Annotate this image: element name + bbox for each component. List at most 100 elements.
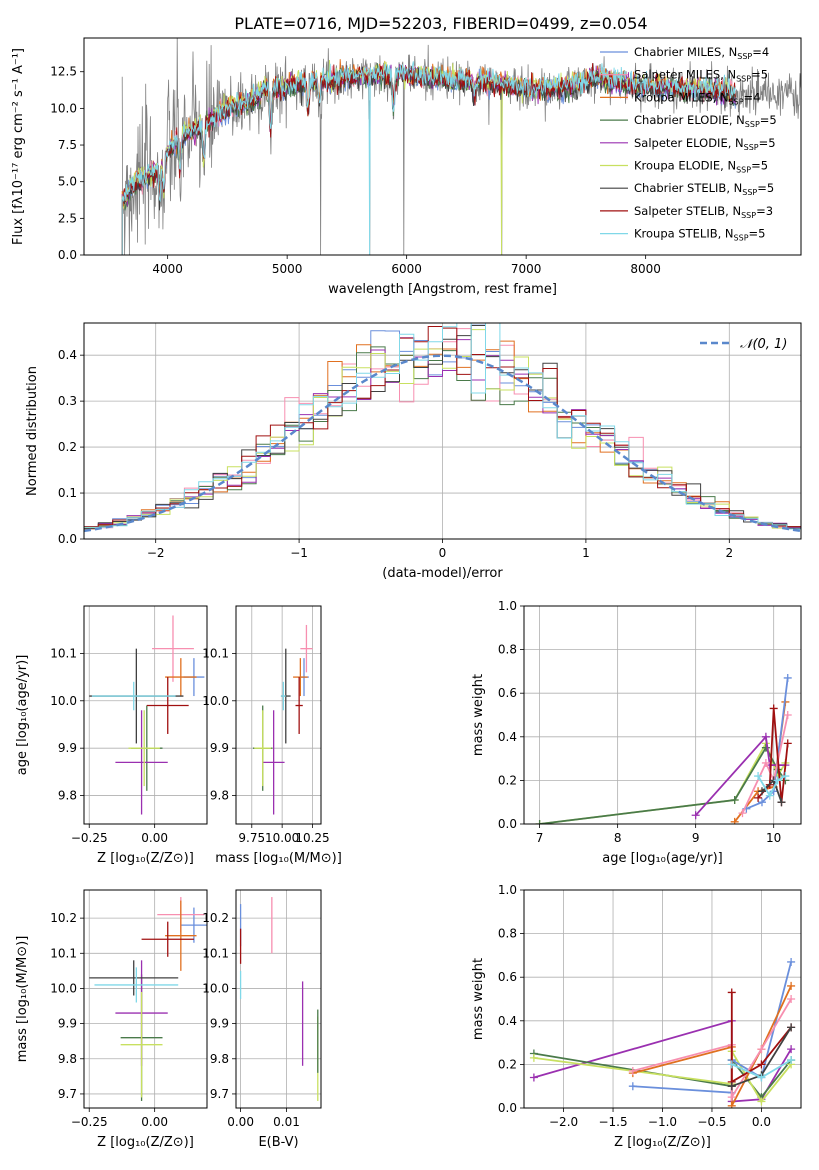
weight-point-marker: [628, 1082, 637, 1091]
weight-point-marker: [727, 1060, 736, 1069]
x-axis-label: Z [log₁₀(Z/Z⊙)]: [97, 851, 194, 866]
y-tick-label: 0.0: [58, 248, 77, 262]
y-tick-label: 0.0: [498, 817, 517, 831]
plot-frame: [83, 889, 208, 1109]
y-tick-label: 9.9: [210, 1017, 229, 1031]
residuals-panel: −2 −1 0 1 2 0.0 0.1 0.2 0.3 0.4 (data-model)/error…: [25, 322, 802, 581]
residuals-plot-area: [84, 323, 801, 533]
y-tick-label: 10.0: [50, 694, 77, 708]
weight-vs-age-plot-area: [535, 673, 792, 824]
weight-point-marker: [783, 673, 792, 682]
weight-vs-age-panel: 7 8 9 10 0.0 0.2 0.4 0.6 0.8 1.0 age [log₁₀(age/yr…: [471, 599, 802, 866]
y-tick-label: 0.8: [498, 927, 517, 941]
y-tick-label: 9.9: [58, 1017, 77, 1031]
histogram-step-line: [84, 323, 801, 531]
legend-label: Salpeter ELODIE, NSSP=5: [634, 136, 776, 152]
plot-frame: [523, 605, 802, 825]
weight-point-marker: [787, 1045, 796, 1054]
weight-point-marker: [628, 1066, 637, 1075]
y-tick-label: 10.2: [50, 911, 77, 925]
x-tick-label: −2: [147, 546, 165, 560]
x-tick-label: −1: [290, 546, 308, 560]
y-tick-label: 10.0: [202, 981, 229, 995]
x-tick-label: 7: [536, 831, 544, 845]
x-tick-label: 0.01: [273, 1115, 300, 1129]
spectrum-plot-area: [121, 38, 801, 255]
age-vs-mass-plot-area: [253, 624, 313, 815]
plot-frame: [523, 889, 802, 1109]
x-tick-label: −0.5: [697, 1115, 726, 1129]
legend-label: Chabrier STELIB, NSSP=5: [634, 181, 774, 197]
y-tick-label: 10.0: [50, 101, 77, 115]
x-tick-label: −0.25: [71, 831, 108, 845]
y-tick-label: 0.0: [58, 532, 77, 546]
y-tick-label: 10.0: [202, 694, 229, 708]
legend-label: Chabrier ELODIE, NSSP=5: [634, 113, 777, 129]
x-tick-label: −1.0: [648, 1115, 677, 1129]
y-tick-label: 9.9: [58, 741, 77, 755]
y-tick-label: 0.2: [498, 773, 517, 787]
x-axis-label: Z [log₁₀(Z/Z⊙)]: [614, 1135, 711, 1150]
plot-frame: [235, 889, 322, 1109]
y-tick-label: 0.6: [498, 686, 517, 700]
weight-vs-Z-plot-area: [529, 957, 796, 1108]
weight-point-marker: [727, 1101, 736, 1108]
y-axis-label: Normed distribution: [25, 366, 40, 496]
y-tick-label: 1.0: [498, 883, 517, 897]
weight-series-line: [746, 677, 789, 810]
y-tick-label: 10.0: [50, 981, 77, 995]
weight-point-marker: [769, 704, 778, 713]
x-tick-label: 7000: [511, 262, 542, 276]
x-axis-label: wavelength [Angstrom, rest frame]: [328, 282, 557, 297]
weight-point-marker: [765, 791, 774, 800]
x-tick-label: 10.25: [295, 831, 329, 845]
y-tick-label: 0.4: [58, 348, 77, 362]
weight-point-marker: [761, 758, 770, 767]
spectrum-panel: 4000 5000 6000 7000 8000 0.0 2.5 5.0 7.5 10.0 12.5…: [11, 37, 802, 297]
y-tick-label: 5.0: [58, 175, 77, 189]
weight-point-marker: [757, 787, 766, 796]
y-tick-label: 7.5: [58, 138, 77, 152]
weight-point-marker: [787, 981, 796, 990]
x-tick-label: 8: [614, 831, 622, 845]
x-axis-label: (data-model)/error: [382, 566, 503, 581]
y-tick-label: 10.2: [202, 911, 229, 925]
x-tick-label: 0.00: [141, 1115, 168, 1129]
y-axis-label: Flux [fλ10⁻¹⁷ erg cm⁻² s⁻¹ A⁻¹]: [11, 48, 26, 245]
y-tick-label: 10.1: [50, 946, 77, 960]
legend-label: Kroupa STELIB, NSSP=5: [634, 227, 765, 243]
weight-vs-Z-panel: −2.0 −1.5 −1.0 −0.5 0.0 0.0 0.2 0.4 0.6 0.8 1.0 Z […: [471, 883, 802, 1150]
legend-label: Kroupa ELODIE, NSSP=5: [634, 159, 768, 175]
x-tick-label: 9.75: [238, 831, 265, 845]
x-tick-label: 0: [439, 546, 447, 560]
weight-point-marker: [787, 1056, 796, 1065]
age-vs-Z-plot-area: [89, 615, 205, 815]
y-tick-label: 0.2: [58, 440, 77, 454]
weight-point-marker: [738, 809, 747, 818]
model-spectrum-line: [121, 61, 736, 255]
weight-point-marker: [787, 1023, 796, 1032]
mass-vs-ebv-panel: 0.00 0.01 9.7 9.8 9.9 10.0 10.1 10.2 E(B-V): [202, 889, 322, 1150]
y-tick-label: 0.1: [58, 486, 77, 500]
y-tick-label: 10.1: [202, 946, 229, 960]
age-vs-Z-panel: −0.25 0.00 9.8 9.9 10.0 10.1 Z [log₁₀(Z/Z⊙)] ag…: [15, 605, 208, 866]
y-axis-label: age [log₁₀(age/yr)]: [15, 655, 30, 776]
x-tick-label: 10: [766, 831, 781, 845]
y-tick-label: 9.8: [58, 1052, 77, 1066]
weight-point-marker: [727, 1093, 736, 1102]
y-axis-label: mass weight: [471, 958, 486, 1040]
y-tick-label: 9.8: [210, 789, 229, 803]
y-tick-label: 9.8: [58, 789, 77, 803]
legend-label: Salpeter MILES, NSSP=5: [634, 68, 768, 84]
weight-series-line: [539, 745, 787, 824]
weight-point-marker: [777, 798, 786, 807]
weight-point-marker: [691, 811, 700, 820]
x-tick-label: 0.00: [141, 831, 168, 845]
weight-point-marker: [787, 957, 796, 966]
weight-point-marker: [757, 1073, 766, 1082]
y-tick-label: 2.5: [58, 211, 77, 225]
x-tick-label: 0.0: [752, 1115, 771, 1129]
y-tick-label: 9.8: [210, 1052, 229, 1066]
y-tick-label: 0.8: [498, 643, 517, 657]
mass-vs-Z-panel: −0.25 0.00 9.7 9.8 9.9 10.0 10.1 10.2 Z [log₁₀(Z…: [15, 889, 208, 1150]
